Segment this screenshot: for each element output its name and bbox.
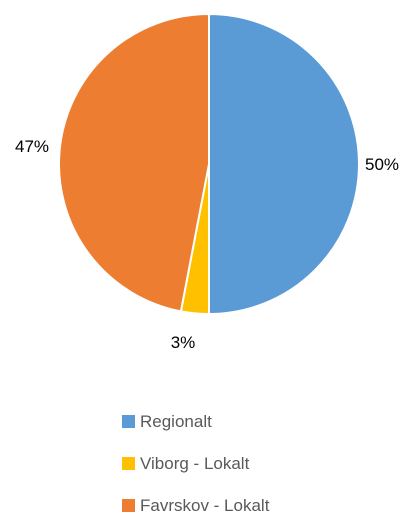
legend-label: Viborg - Lokalt bbox=[140, 454, 250, 473]
legend-label: Regionalt bbox=[140, 412, 212, 431]
pie-slice-regionalt bbox=[208, 12, 360, 316]
legend-item: Favrskov - Lokalt bbox=[122, 496, 270, 515]
legend-item: Regionalt bbox=[122, 412, 212, 431]
pie-slice-favrskov-lokalt bbox=[58, 12, 210, 313]
legend-swatch bbox=[122, 415, 135, 428]
legend: Regionalt Viborg - Lokalt Favrskov - Lokal… bbox=[122, 412, 270, 515]
data-label-regionalt: 50% bbox=[365, 155, 399, 174]
data-label-favrskov-lokalt: 47% bbox=[15, 137, 49, 156]
data-label-viborg-lokalt: 3% bbox=[171, 333, 196, 352]
legend-swatch bbox=[122, 457, 135, 470]
legend-item: Viborg - Lokalt bbox=[122, 454, 250, 473]
legend-label: Favrskov - Lokalt bbox=[140, 496, 270, 515]
pie-slices bbox=[58, 12, 360, 316]
legend-swatch bbox=[122, 499, 135, 512]
